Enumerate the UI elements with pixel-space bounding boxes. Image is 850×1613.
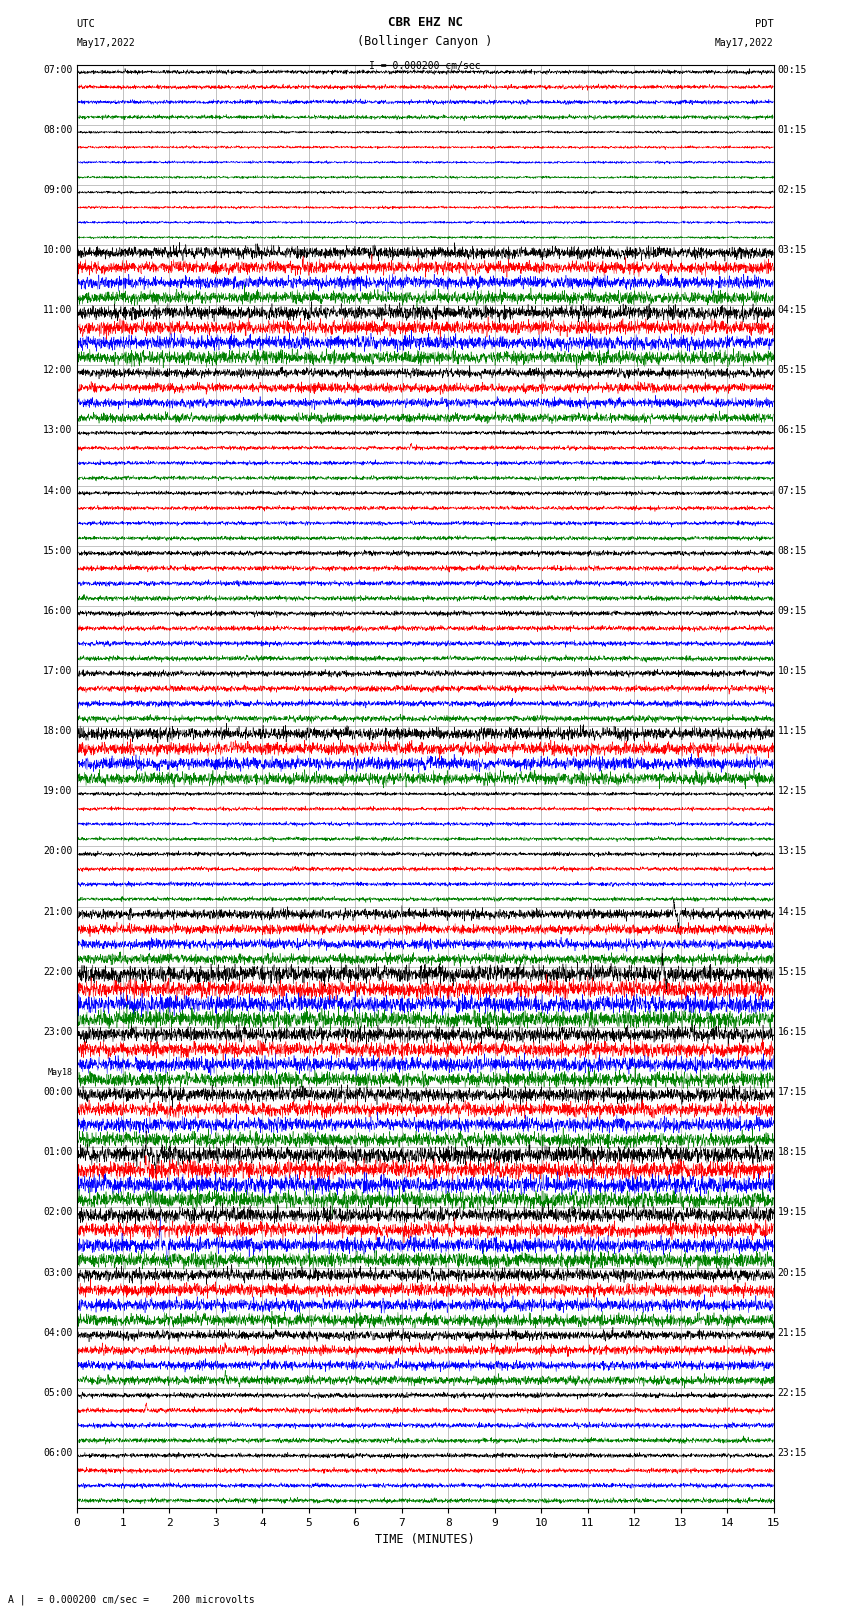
Text: 10:00: 10:00: [42, 245, 72, 255]
Text: 11:00: 11:00: [42, 305, 72, 315]
Text: 08:15: 08:15: [778, 545, 807, 556]
Text: 05:15: 05:15: [778, 365, 807, 376]
Text: 23:15: 23:15: [778, 1448, 807, 1458]
Text: 16:15: 16:15: [778, 1027, 807, 1037]
Text: 02:00: 02:00: [42, 1208, 72, 1218]
Text: 21:00: 21:00: [42, 907, 72, 916]
Text: 06:00: 06:00: [42, 1448, 72, 1458]
Text: 03:15: 03:15: [778, 245, 807, 255]
Text: 11:15: 11:15: [778, 726, 807, 736]
Text: 10:15: 10:15: [778, 666, 807, 676]
Text: 00:15: 00:15: [778, 65, 807, 74]
Text: May17,2022: May17,2022: [76, 39, 135, 48]
Text: 15:15: 15:15: [778, 966, 807, 977]
Text: 01:00: 01:00: [42, 1147, 72, 1157]
Text: 20:00: 20:00: [42, 847, 72, 857]
Text: 13:15: 13:15: [778, 847, 807, 857]
Text: 13:00: 13:00: [42, 426, 72, 436]
Text: PDT: PDT: [755, 19, 774, 29]
Text: 04:15: 04:15: [778, 305, 807, 315]
Text: 03:00: 03:00: [42, 1268, 72, 1277]
Text: 06:15: 06:15: [778, 426, 807, 436]
Text: 17:00: 17:00: [42, 666, 72, 676]
Text: 21:15: 21:15: [778, 1327, 807, 1337]
Text: 15:00: 15:00: [42, 545, 72, 556]
Text: 14:15: 14:15: [778, 907, 807, 916]
Text: 18:00: 18:00: [42, 726, 72, 736]
Text: 14:00: 14:00: [42, 486, 72, 495]
Text: 16:00: 16:00: [42, 606, 72, 616]
Text: 02:15: 02:15: [778, 185, 807, 195]
Text: May18: May18: [48, 1068, 72, 1077]
X-axis label: TIME (MINUTES): TIME (MINUTES): [375, 1534, 475, 1547]
Text: 12:15: 12:15: [778, 787, 807, 797]
Text: 22:15: 22:15: [778, 1387, 807, 1398]
Text: 09:00: 09:00: [42, 185, 72, 195]
Text: 19:00: 19:00: [42, 787, 72, 797]
Text: 22:00: 22:00: [42, 966, 72, 977]
Text: 20:15: 20:15: [778, 1268, 807, 1277]
Text: I = 0.000200 cm/sec: I = 0.000200 cm/sec: [369, 61, 481, 71]
Text: 07:00: 07:00: [42, 65, 72, 74]
Text: 17:15: 17:15: [778, 1087, 807, 1097]
Text: 05:00: 05:00: [42, 1387, 72, 1398]
Text: 01:15: 01:15: [778, 124, 807, 134]
Text: 23:00: 23:00: [42, 1027, 72, 1037]
Text: 12:00: 12:00: [42, 365, 72, 376]
Text: CBR EHZ NC: CBR EHZ NC: [388, 16, 462, 29]
Text: 18:15: 18:15: [778, 1147, 807, 1157]
Text: May17,2022: May17,2022: [715, 39, 774, 48]
Text: (Bollinger Canyon ): (Bollinger Canyon ): [357, 35, 493, 48]
Text: UTC: UTC: [76, 19, 95, 29]
Text: 00:00: 00:00: [42, 1087, 72, 1097]
Text: 04:00: 04:00: [42, 1327, 72, 1337]
Text: 19:15: 19:15: [778, 1208, 807, 1218]
Text: A |  = 0.000200 cm/sec =    200 microvolts: A | = 0.000200 cm/sec = 200 microvolts: [8, 1594, 255, 1605]
Text: 08:00: 08:00: [42, 124, 72, 134]
Text: 09:15: 09:15: [778, 606, 807, 616]
Text: 07:15: 07:15: [778, 486, 807, 495]
